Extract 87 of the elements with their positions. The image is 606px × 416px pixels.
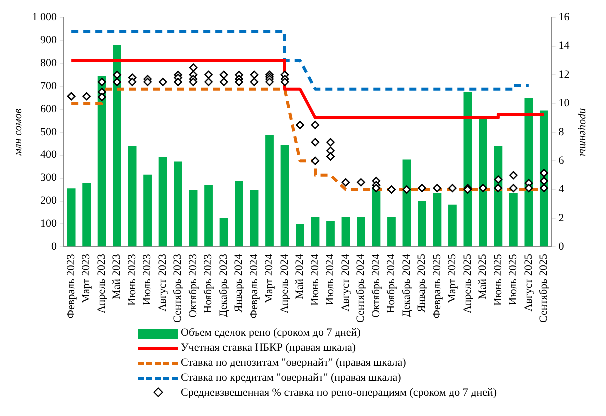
x-tick-label: Октябрь 2023 xyxy=(187,254,200,318)
x-tick-label: Июнь 2024 xyxy=(309,254,322,306)
bar xyxy=(448,204,457,247)
x-tick-label: Март 2023 xyxy=(80,254,93,304)
bar xyxy=(479,118,488,247)
bar xyxy=(418,201,426,247)
y-tick-label: 900 xyxy=(40,34,58,46)
x-tick-label: Апрель 2024 xyxy=(278,254,291,314)
x-tick-label: Август 2023 xyxy=(156,254,169,312)
x-tick-label: Январь 2025 xyxy=(416,254,428,313)
x-tick-label: Июль 2023 xyxy=(142,254,154,306)
x-tick-label: Май 2023 xyxy=(111,254,124,300)
y2-tick-label: 2 xyxy=(558,212,564,224)
y-tick-label: 200 xyxy=(40,195,58,208)
x-tick-label: Октябрь 2024 xyxy=(370,254,382,318)
y2-axis-title: проценты xyxy=(578,108,590,157)
x-tick-label: Август 2025 xyxy=(522,254,535,312)
x-tick-label: Декабрь 2024 xyxy=(400,254,413,318)
bar xyxy=(342,217,350,247)
legend-label: Средневзвешенная % ставка по репо-операциям (сроком до 7 дней) xyxy=(181,386,498,401)
y-tick-label: 0 xyxy=(51,241,58,254)
x-tick-label: Январь 2024 xyxy=(233,254,246,313)
x-tick-label: Апрель 2025 xyxy=(462,254,474,314)
bar xyxy=(494,146,503,247)
bar xyxy=(204,185,213,247)
bar xyxy=(524,98,534,247)
x-tick-label: Сентябрь 2023 xyxy=(172,254,184,324)
x-tick-label: Июль 2024 xyxy=(324,254,337,306)
y-axis-title: млн сомов xyxy=(12,108,24,157)
bar xyxy=(250,190,259,247)
x-tick-label: Июнь 2023 xyxy=(126,254,138,306)
x-tick-label: Март 2025 xyxy=(446,254,459,304)
x-tick-label: Февраль 2025 xyxy=(431,254,444,319)
x-tick-label: Ноябрь 2023 xyxy=(202,254,215,314)
legend-label: Объем сделок репо (сроком до 7 дней) xyxy=(181,326,361,341)
bar xyxy=(174,162,182,247)
x-tick-label: Май 2024 xyxy=(294,254,306,300)
legend-label: Ставка по депозитам "овернайт" (правая шкала) xyxy=(181,356,406,371)
x-tick-label: Сентябрь 2024 xyxy=(355,254,368,324)
y2-tick-label: 14 xyxy=(558,40,570,52)
y2-tick-label: 10 xyxy=(558,98,570,110)
x-tick-label: Сентябрь 2025 xyxy=(538,254,550,324)
bar xyxy=(220,218,228,247)
bar xyxy=(388,217,396,247)
y-tick-label: 800 xyxy=(40,57,58,70)
bar xyxy=(158,157,168,247)
bar xyxy=(296,224,304,247)
bar xyxy=(280,145,290,247)
bar xyxy=(266,135,274,247)
legend-label: Учетная ставка НБКР (правая шкала) xyxy=(181,341,356,356)
y-tick-label: 100 xyxy=(40,218,58,230)
legend-label: Ставка по кредитам "овернайт" (правая шкала) xyxy=(181,371,402,386)
y-tick-label: 600 xyxy=(40,103,58,116)
y2-tick-label: 8 xyxy=(558,126,565,138)
x-tick-label: Февраль 2024 xyxy=(248,254,260,319)
y-tick-label: 500 xyxy=(40,126,58,138)
x-tick-label: Июль 2025 xyxy=(508,254,520,306)
bar xyxy=(326,221,335,247)
bar xyxy=(67,188,76,247)
bar xyxy=(311,217,320,247)
bar xyxy=(189,190,198,247)
y-tick-label: 1 000 xyxy=(32,11,58,24)
y2-tick-label: 12 xyxy=(558,68,570,81)
bar xyxy=(144,174,152,247)
y-tick-label: 300 xyxy=(40,172,58,184)
bar xyxy=(235,181,244,247)
bar xyxy=(464,92,472,247)
x-tick-label: Февраль 2023 xyxy=(65,254,78,319)
y2-tick-label: 6 xyxy=(558,154,565,167)
x-tick-label: Август 2024 xyxy=(340,254,352,312)
x-tick-label: Июнь 2025 xyxy=(492,254,504,306)
y-tick-label: 400 xyxy=(40,149,58,162)
x-tick-label: Май 2025 xyxy=(477,254,490,300)
y-tick-label: 700 xyxy=(40,80,58,92)
y2-tick-label: 0 xyxy=(558,241,565,254)
bar xyxy=(82,183,92,247)
x-tick-label: Апрель 2023 xyxy=(96,254,108,314)
x-tick-label: Ноябрь 2024 xyxy=(386,254,398,314)
x-tick-label: Март 2024 xyxy=(264,254,276,304)
bar xyxy=(98,76,106,247)
bar xyxy=(113,45,122,247)
x-tick-label: Декабрь 2023 xyxy=(218,254,230,318)
bar xyxy=(402,160,412,247)
bar xyxy=(357,217,366,247)
bar xyxy=(128,146,137,247)
y2-tick-label: 16 xyxy=(558,11,570,24)
y2-tick-label: 4 xyxy=(558,184,565,196)
